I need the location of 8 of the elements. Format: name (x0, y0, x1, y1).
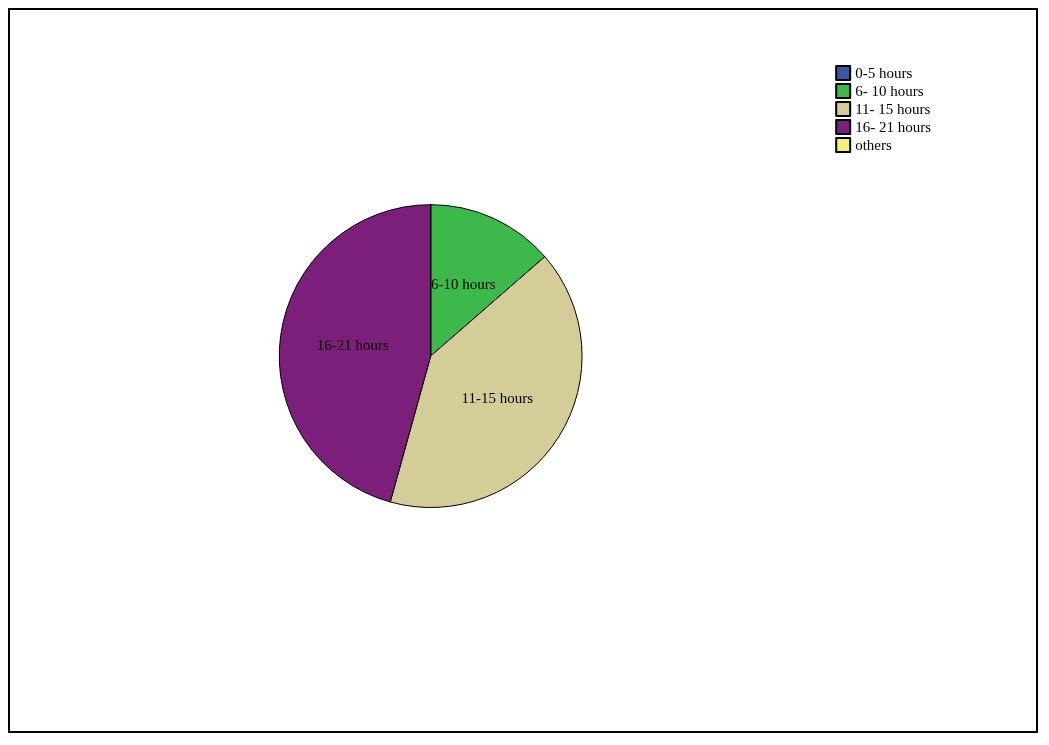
data-label: 6-10 hours (430, 276, 496, 293)
data-label: 11-15 hours (461, 390, 534, 407)
legend-label: 0-5 hours (855, 65, 913, 81)
legend-label: 6- 10 hours (855, 83, 924, 99)
legend-label: 11- 15 hours (855, 101, 931, 117)
legend-label: others (855, 137, 892, 153)
legend-label: 16- 21 hours (855, 119, 932, 135)
data-label: 16-21 hours (316, 337, 389, 354)
